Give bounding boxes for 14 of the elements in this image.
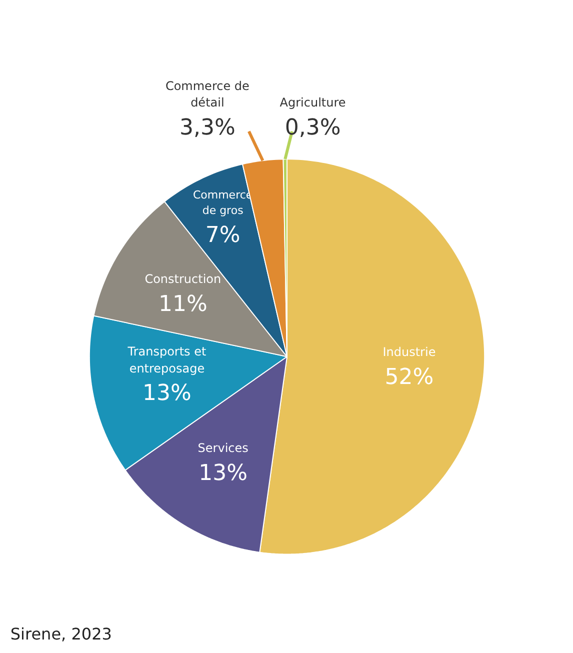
- data-label: 3,3%: [179, 116, 236, 141]
- data-label: 7%: [205, 223, 240, 248]
- data-label: 0,3%: [284, 116, 341, 141]
- slice-label: Transports et entreposage: [126, 344, 207, 376]
- slice-label: Services: [198, 441, 248, 456]
- data-label: 11%: [158, 292, 208, 318]
- data-label: 13%: [142, 381, 192, 406]
- slice-label: Commerce de détail: [165, 78, 250, 110]
- slice-label: Industrie: [382, 345, 436, 360]
- slice-label: Construction: [144, 272, 222, 286]
- slice-label: Agriculture: [280, 96, 346, 110]
- text: Sirene, 2023: [10, 624, 112, 644]
- data-label: 52%: [384, 365, 434, 390]
- data-label: 13%: [198, 461, 248, 486]
